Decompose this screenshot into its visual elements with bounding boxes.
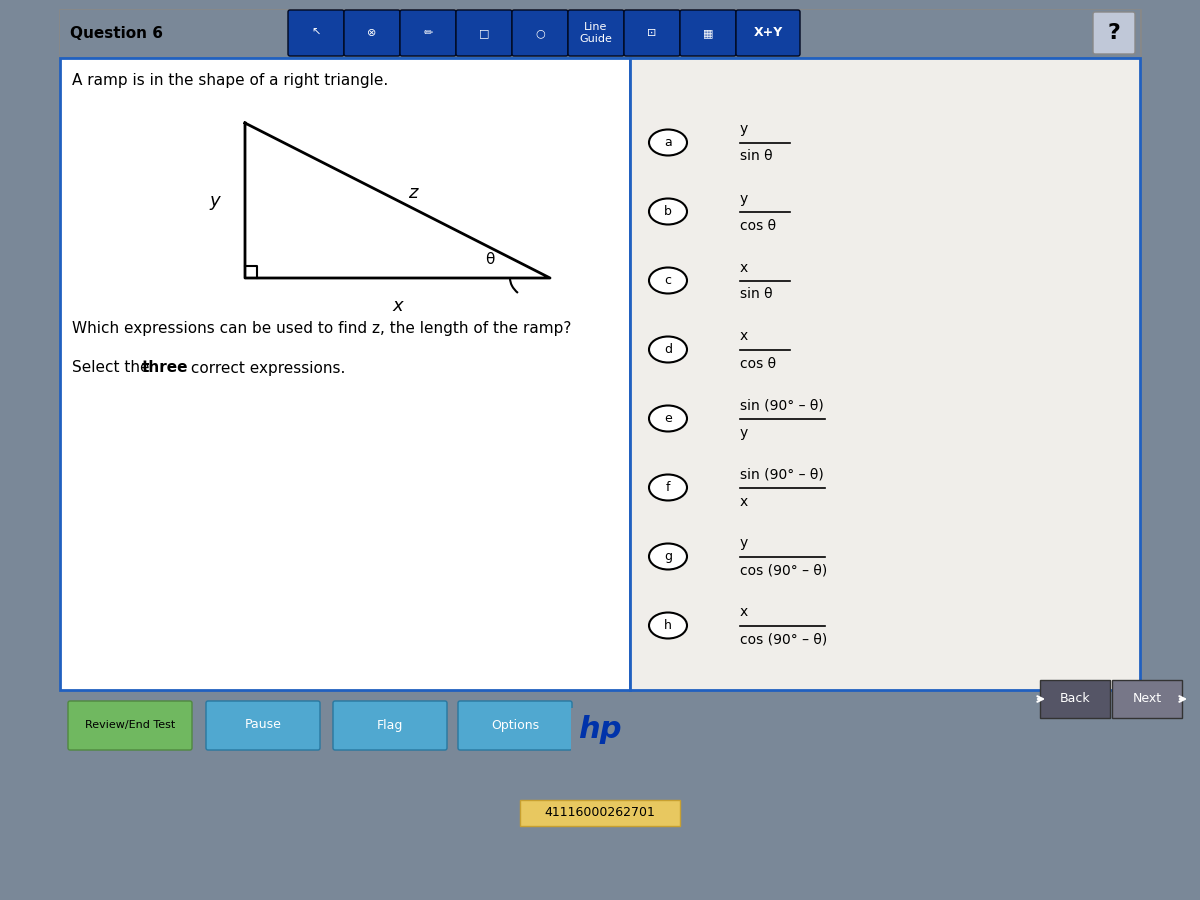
FancyBboxPatch shape xyxy=(68,701,192,750)
FancyBboxPatch shape xyxy=(206,701,320,750)
Text: X+Y: X+Y xyxy=(754,26,782,40)
Text: ?: ? xyxy=(1108,23,1121,43)
Text: x: x xyxy=(740,606,749,619)
Text: sin (90° – θ): sin (90° – θ) xyxy=(740,399,823,412)
Text: cos θ: cos θ xyxy=(740,356,776,371)
Text: hp: hp xyxy=(578,716,622,744)
Bar xyxy=(60,10,1140,58)
Text: y: y xyxy=(740,122,749,137)
FancyBboxPatch shape xyxy=(512,10,568,56)
FancyBboxPatch shape xyxy=(736,10,800,56)
FancyBboxPatch shape xyxy=(568,10,624,56)
Ellipse shape xyxy=(649,406,686,431)
Text: x: x xyxy=(740,260,749,274)
Text: Question 6: Question 6 xyxy=(70,26,163,41)
Text: θ: θ xyxy=(485,253,494,267)
Bar xyxy=(60,58,630,690)
Ellipse shape xyxy=(649,199,686,224)
Text: Select the: Select the xyxy=(72,361,155,375)
Bar xyxy=(520,800,680,826)
Text: Flag: Flag xyxy=(377,718,403,732)
Text: cos θ: cos θ xyxy=(740,219,776,232)
Bar xyxy=(630,58,1140,690)
Text: ↖: ↖ xyxy=(311,28,320,38)
Text: x: x xyxy=(740,494,749,508)
Text: Review/End Test: Review/End Test xyxy=(85,720,175,730)
Text: f: f xyxy=(666,481,671,494)
Text: cos (90° – θ): cos (90° – θ) xyxy=(740,563,827,578)
Text: ⊗: ⊗ xyxy=(367,28,377,38)
Text: ✏: ✏ xyxy=(424,28,433,38)
Text: e: e xyxy=(664,412,672,425)
Ellipse shape xyxy=(649,130,686,156)
FancyBboxPatch shape xyxy=(344,10,400,56)
Bar xyxy=(60,10,1140,690)
Text: a: a xyxy=(664,136,672,149)
Text: Line
Guide: Line Guide xyxy=(580,22,612,44)
Text: d: d xyxy=(664,343,672,356)
Text: b: b xyxy=(664,205,672,218)
Text: cos (90° – θ): cos (90° – θ) xyxy=(740,633,827,646)
Ellipse shape xyxy=(649,267,686,293)
Text: y: y xyxy=(740,536,749,551)
FancyBboxPatch shape xyxy=(456,10,512,56)
Text: Options: Options xyxy=(491,718,539,732)
Text: c: c xyxy=(665,274,672,287)
Ellipse shape xyxy=(649,337,686,363)
FancyBboxPatch shape xyxy=(624,10,680,56)
Text: z: z xyxy=(408,184,418,202)
Text: ⊡: ⊡ xyxy=(647,28,656,38)
Text: y: y xyxy=(740,426,749,439)
Polygon shape xyxy=(1040,680,1110,718)
Text: Pause: Pause xyxy=(245,718,282,732)
Ellipse shape xyxy=(649,544,686,570)
FancyBboxPatch shape xyxy=(334,701,446,750)
FancyBboxPatch shape xyxy=(458,701,572,750)
Text: Which expressions can be used to find z, the length of the ramp?: Which expressions can be used to find z,… xyxy=(72,320,571,336)
Text: g: g xyxy=(664,550,672,563)
Text: x: x xyxy=(740,329,749,344)
FancyBboxPatch shape xyxy=(400,10,456,56)
Text: A ramp is in the shape of a right triangle.: A ramp is in the shape of a right triang… xyxy=(72,73,389,87)
Text: 41116000262701: 41116000262701 xyxy=(545,806,655,820)
Text: x: x xyxy=(392,297,403,315)
Text: h: h xyxy=(664,619,672,632)
Text: □: □ xyxy=(479,28,490,38)
Text: correct expressions.: correct expressions. xyxy=(186,361,346,375)
Text: sin (90° – θ): sin (90° – θ) xyxy=(740,467,823,482)
Text: ○: ○ xyxy=(535,28,545,38)
Text: ▦: ▦ xyxy=(703,28,713,38)
Text: sin θ: sin θ xyxy=(740,149,773,164)
Text: three: three xyxy=(142,361,188,375)
Text: Next: Next xyxy=(1133,692,1162,706)
Polygon shape xyxy=(1112,680,1182,718)
Text: Back: Back xyxy=(1060,692,1091,706)
FancyBboxPatch shape xyxy=(680,10,736,56)
FancyBboxPatch shape xyxy=(288,10,344,56)
FancyBboxPatch shape xyxy=(1093,12,1135,54)
Text: y: y xyxy=(740,192,749,205)
Ellipse shape xyxy=(649,474,686,500)
Text: y: y xyxy=(210,192,221,210)
Text: sin θ: sin θ xyxy=(740,287,773,302)
Ellipse shape xyxy=(649,613,686,638)
